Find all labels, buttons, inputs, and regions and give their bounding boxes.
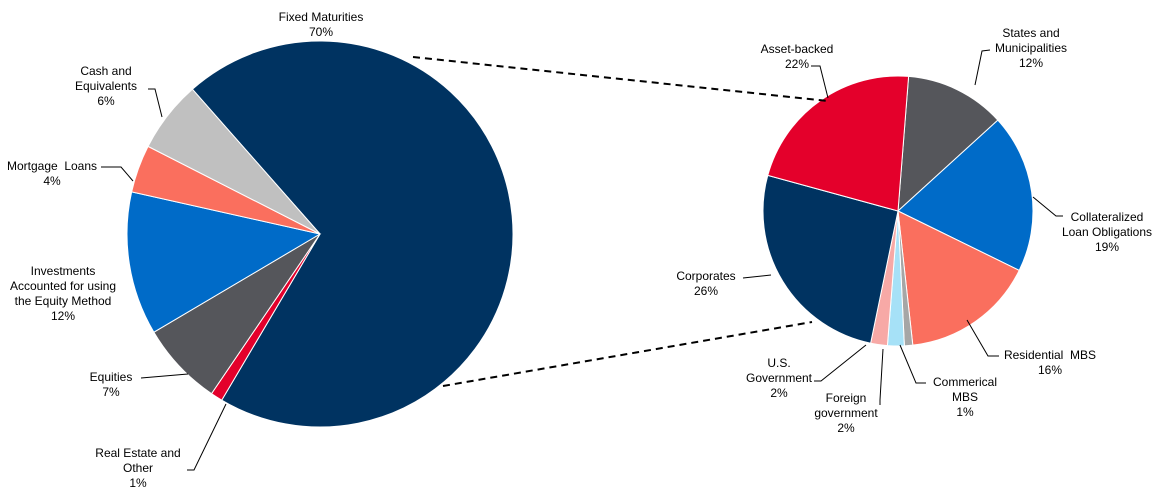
main-label-equities-line: Equities [90,370,133,384]
detail-label-residential-mbs: Residential MBS 16% [1004,348,1096,377]
detail-label-commerical-mbs-line: Commerical [933,375,997,389]
main-label-cash-and-equivalents: Cash and Equivalents 6% [75,64,137,108]
main-label-mortgage-loans-line: Mortgage Loans [7,159,97,173]
detail-label-corporates-leader-line [742,274,772,279]
main-label-real-estate-and-other-percent: 1% [129,476,147,490]
fixed-maturities-breakdown-pie [762,75,1034,347]
main-label-cash-and-equivalents-line: Equivalents [75,79,137,93]
pie-connector-lines [412,56,829,387]
detail-label-commerical-mbs: Commerical MBS 1% [933,375,997,419]
detail-label-commerical-mbs-percent: 1% [956,405,974,419]
detail-label-states-and-municipalities-line: States and [1002,26,1059,40]
main-label-cash-and-equivalents-leader-line [148,88,163,118]
detail-label-asset-backed: Asset-backed 22% [761,42,834,71]
main-label-real-estate-and-other-leader-line [187,403,227,471]
detail-label-collateralized-loan-obligations-line: Collateralized [1071,210,1144,224]
detail-label-corporates: Corporates 26% [676,269,735,298]
detail-label-u-s-government-leader-line [814,344,867,382]
detail-label-corporates-line: Corporates [676,269,735,283]
main-label-mortgage-loans-percent: 4% [43,174,61,188]
slice-labels: Fixed Maturities 70%Real Estate and Other 1… [7,10,1152,490]
main-label-investments-accounted-for-using-the-equity-method: Investments Accounted for using the Equity… [10,264,116,323]
connector-line-top [412,56,829,102]
main-label-real-estate-and-other-line: Other [123,461,153,475]
detail-label-asset-backed-percent: 22% [785,57,809,71]
main-label-real-estate-and-other-line: Real Estate and [95,446,180,460]
main-slice-cash-and-equivalents [147,88,321,235]
detail-label-u-s-government-line: U.S. [767,356,790,370]
detail-label-foreign-government-line: Foreign [826,391,867,405]
main-label-fixed-maturities: Fixed Maturities 70% [279,10,364,39]
detail-slice-corporates [762,174,899,344]
main-label-investments-accounted-for-using-the-equity-method-line: the Equity Method [15,294,112,308]
main-label-real-estate-and-other: Real Estate and Other 1% [95,446,180,490]
main-label-equities-percent: 7% [102,385,120,399]
main-label-equities: Equities 7% [90,370,133,399]
detail-label-collateralized-loan-obligations: Collateralized Loan Obligations 19% [1062,210,1152,254]
detail-label-commerical-mbs-leader-line [899,344,926,384]
detail-label-commerical-mbs-line: MBS [952,390,978,404]
detail-label-u-s-government: U.S. Government 2% [746,356,813,400]
main-label-investments-accounted-for-using-the-equity-method-line: Investments [31,264,96,278]
detail-slice-collateralized-loan-obligations [897,119,1034,272]
main-label-equities-leader-line [140,373,189,379]
main-label-investments-accounted-for-using-the-equity-method-percent: 12% [51,309,75,323]
detail-label-corporates-percent: 26% [694,284,718,298]
detail-label-states-and-municipalities: States and Municipalities 12% [995,26,1067,70]
detail-label-foreign-government-leader-line [879,348,884,405]
main-slice-investments-accounted-for-using-the-equity-method [126,191,322,333]
detail-label-residential-mbs-leader-line [966,319,999,357]
detail-label-u-s-government-line: Government [746,371,813,385]
detail-label-u-s-government-percent: 2% [770,386,788,400]
detail-label-collateralized-loan-obligations-leader-line [1032,196,1063,217]
detail-slice-states-and-municipalities [897,75,999,213]
detail-label-asset-backed-line: Asset-backed [761,42,834,56]
main-label-cash-and-equivalents-percent: 6% [97,94,115,108]
detail-slice-residential-mbs [897,210,1020,346]
detail-label-foreign-government-line: government [814,406,878,420]
detail-label-states-and-municipalities-leader-line [974,49,991,86]
detail-label-states-and-municipalities-percent: 12% [1019,56,1043,70]
detail-label-residential-mbs-percent: 16% [1038,363,1062,377]
main-label-fixed-maturities-line: Fixed Maturities [279,10,364,24]
detail-label-asset-backed-leader-line [811,65,829,99]
main-label-cash-and-equivalents-line: Cash and [80,64,131,78]
main-label-mortgage-loans-leader-line [101,166,134,182]
main-pie [126,40,514,428]
main-slice-fixed-maturities [191,40,514,428]
detail-label-states-and-municipalities-line: Municipalities [995,41,1067,55]
detail-label-residential-mbs-line: Residential MBS [1004,348,1096,362]
main-label-mortgage-loans: Mortgage Loans 4% [7,159,97,188]
detail-label-foreign-government: Foreign government 2% [814,391,878,435]
detail-label-collateralized-loan-obligations-line: Loan Obligations [1062,225,1152,239]
detail-label-collateralized-loan-obligations-percent: 19% [1095,240,1119,254]
main-label-fixed-maturities-percent: 70% [309,25,333,39]
connector-line-bottom [442,321,813,387]
detail-label-foreign-government-percent: 2% [837,421,855,435]
main-label-investments-accounted-for-using-the-equity-method-line: Accounted for using [10,279,116,293]
